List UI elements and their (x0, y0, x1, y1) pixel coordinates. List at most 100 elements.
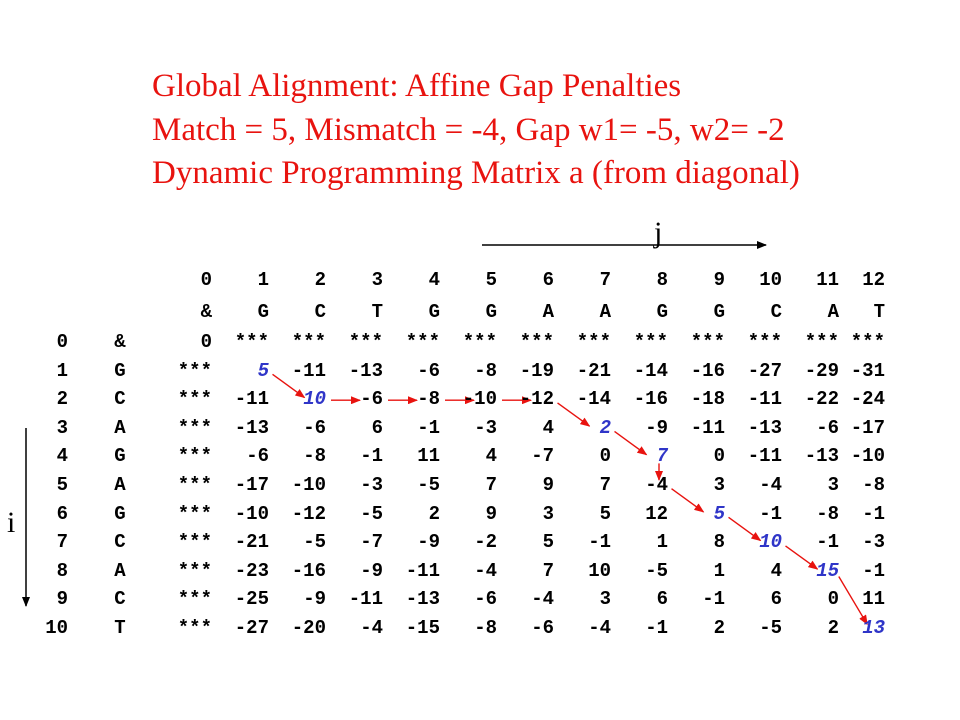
matrix-cell: *** (177, 559, 212, 582)
matrix-cell: 7 (542, 559, 554, 582)
matrix-cell: -12 (519, 388, 554, 411)
matrix-cell: -27 (234, 617, 269, 639)
matrix-cell: -10 (234, 502, 269, 525)
matrix-cell: -16 (690, 359, 725, 382)
matrix-cell: -19 (519, 359, 554, 382)
highlighted-cell: 13 (862, 617, 885, 639)
matrix-cell: *** (177, 531, 212, 554)
matrix-cell: -14 (633, 359, 668, 382)
matrix-cell: *** (291, 331, 326, 353)
matrix-cell: -1 (759, 502, 782, 525)
matrix-cell: -17 (234, 474, 269, 496)
highlighted-cell: 5 (257, 359, 269, 382)
matrix-cell: -10 (850, 445, 885, 468)
matrix-cell: 4 (770, 559, 782, 582)
row-letter: A (114, 416, 126, 439)
column-letter: A (599, 301, 611, 323)
matrix-cell: -20 (291, 617, 326, 639)
matrix-cell: -11 (747, 388, 782, 411)
matrix-cell: -5 (417, 474, 440, 496)
matrix-cell: -3 (474, 416, 497, 439)
column-index: 7 (599, 269, 611, 291)
matrix-cell: -8 (862, 474, 885, 496)
matrix-cell: -1 (645, 617, 668, 639)
matrix-cell: -4 (588, 617, 611, 639)
matrix-cell: 0 (827, 588, 839, 611)
matrix-cell: -2 (474, 531, 497, 554)
matrix-cell: -4 (759, 474, 782, 496)
j-axis-label: j (654, 216, 663, 249)
matrix-cell: -11 (690, 416, 725, 439)
matrix-cell: -8 (474, 359, 497, 382)
matrix-cell: -11 (405, 559, 440, 582)
matrix-cell: *** (633, 331, 668, 353)
column-index: 2 (314, 269, 326, 291)
row-letter: T (114, 617, 126, 639)
matrix-cell: 5 (542, 531, 554, 554)
traceback-arrow (785, 545, 819, 570)
matrix-cell: -4 (474, 559, 497, 582)
row-index: 8 (56, 559, 68, 582)
matrix-cell: -23 (234, 559, 269, 582)
matrix-cell: -8 (816, 502, 839, 525)
row-letter: & (114, 331, 126, 353)
matrix-cell: 2 (827, 617, 839, 639)
matrix-cell: -9 (645, 416, 668, 439)
row-letter: G (114, 502, 126, 525)
matrix-cell: -6 (816, 416, 839, 439)
traceback-arrow (614, 430, 648, 456)
column-index: 12 (862, 269, 885, 291)
matrix-cell: -12 (291, 502, 326, 525)
matrix-cell: 9 (542, 474, 554, 496)
matrix-cell: *** (177, 474, 212, 496)
matrix-cell: -7 (531, 445, 554, 468)
column-index: 0 (200, 269, 212, 291)
matrix-cell: -11 (348, 588, 383, 611)
matrix-cell: -5 (645, 559, 668, 582)
matrix-cell: 12 (645, 502, 668, 525)
matrix-cell: 3 (542, 502, 554, 525)
column-letter: T (371, 301, 383, 323)
matrix-cell: -3 (862, 531, 885, 554)
matrix-cell: -8 (474, 617, 497, 639)
matrix-cell: 2 (713, 617, 725, 639)
column-index: 8 (656, 269, 668, 291)
traceback-arrow (272, 373, 306, 399)
matrix-cell: 7 (485, 474, 497, 496)
title-line-2: Match = 5, Mismatch = -4, Gap w1= -5, w2… (152, 112, 785, 148)
matrix-cell: 0 (599, 445, 611, 468)
column-letter: G (257, 301, 269, 323)
matrix-cell: *** (177, 617, 212, 639)
matrix-cell: -1 (360, 445, 383, 468)
matrix-cell: -16 (633, 388, 668, 411)
matrix-cell: 2 (428, 502, 440, 525)
column-letter: G (485, 301, 497, 323)
title-line-3: Dynamic Programming Matrix a (from diago… (152, 155, 800, 191)
row-index: 2 (56, 388, 68, 411)
matrix-cell: -6 (531, 617, 554, 639)
row-index: 5 (56, 474, 68, 496)
matrix-cell: *** (177, 588, 212, 611)
matrix-cell: -9 (417, 531, 440, 554)
matrix-cell: -13 (405, 588, 440, 611)
matrix-cell: -6 (474, 588, 497, 611)
matrix-cell: -14 (576, 388, 611, 411)
matrix-cell: -21 (234, 531, 269, 554)
matrix-cell: *** (747, 331, 782, 353)
i-axis-label: i (7, 506, 16, 539)
matrix-cell: 5 (599, 502, 611, 525)
matrix-cell: 6 (770, 588, 782, 611)
matrix-cell: -6 (360, 388, 383, 411)
matrix-cell: 1 (656, 531, 668, 554)
matrix-cell: -7 (360, 531, 383, 554)
traceback-arrow (728, 516, 762, 542)
matrix-cell: 11 (862, 588, 885, 611)
column-letter: C (314, 301, 326, 323)
traceback-arrows (272, 373, 868, 626)
matrix-cell: *** (690, 331, 725, 353)
matrix-cell: *** (804, 331, 839, 353)
row-letter: C (114, 388, 126, 411)
matrix-cell: -9 (360, 559, 383, 582)
matrix-cell: -5 (303, 531, 326, 554)
